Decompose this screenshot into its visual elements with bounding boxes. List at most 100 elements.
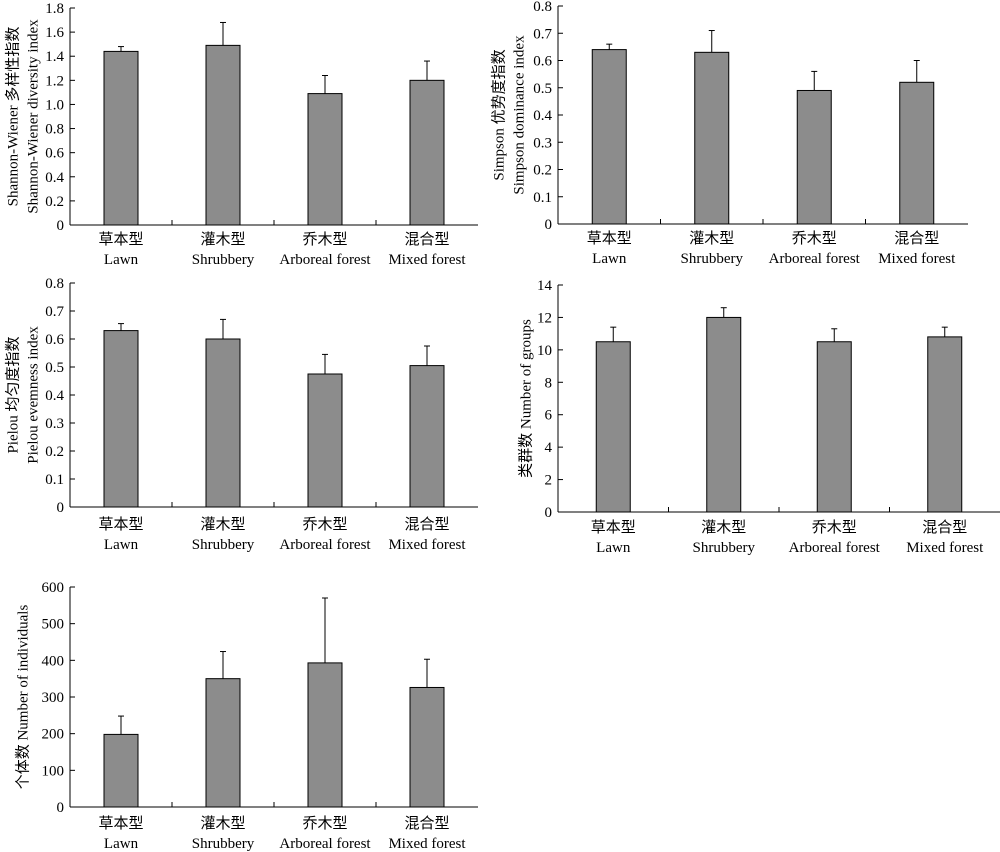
x-category-label: 草本型 <box>98 231 143 248</box>
y-tick-label: 10 <box>537 343 552 359</box>
bar <box>307 93 343 226</box>
x-category-label: Lawn <box>104 836 139 852</box>
x-category-label: 草本型 <box>98 815 143 832</box>
x-category-label: 混合型 <box>922 519 967 536</box>
y-tick-label: 0.3 <box>45 416 64 432</box>
x-category-label: Mixed forest <box>388 537 466 553</box>
x-category-label: Shrubbery <box>192 836 255 852</box>
y-tick-label: 0.8 <box>45 122 64 138</box>
y-tick-label: 0.1 <box>533 190 552 206</box>
bar <box>103 733 139 808</box>
y-tick-label: 0 <box>57 218 65 234</box>
y-tick-label: 0.1 <box>45 472 64 488</box>
bar <box>591 49 627 225</box>
y-tick-label: 400 <box>42 653 65 669</box>
x-category-label: 灌木型 <box>689 230 734 247</box>
x-category-label: 灌木型 <box>701 519 746 536</box>
chart-shannon-wiener: 0 0.2 0.4 0.6 0.8 1.0 1.2 1.4 1.6 1.8 草本型 Lawn 灌木型 Sh… <box>4 1 478 268</box>
y-tick-label: 1.6 <box>45 25 64 41</box>
bar <box>307 662 343 808</box>
x-category-label: 乔木型 <box>302 231 347 248</box>
x-category-label: Lawn <box>596 540 631 556</box>
x-category-label: 灌木型 <box>200 516 245 533</box>
y-tick-label: 12 <box>537 310 552 326</box>
y-tick-label: 0.3 <box>533 135 552 151</box>
y-tick-label: 0.5 <box>533 81 552 97</box>
y-tick-label: 4 <box>545 440 553 456</box>
y-tick-label: 1.0 <box>45 97 64 113</box>
y-axis-label: Shannon-Wiener 多样性指数 <box>4 27 21 207</box>
bar <box>706 316 742 513</box>
x-category-label: Shrubbery <box>192 537 255 553</box>
bar <box>694 51 730 225</box>
bar <box>205 338 241 508</box>
y-tick-label: 0.7 <box>533 26 552 42</box>
x-category-label: Shrubbery <box>693 540 756 556</box>
bar <box>409 686 445 808</box>
y-tick-label: 0 <box>545 505 553 521</box>
bar <box>307 373 343 508</box>
y-tick-label: 1.2 <box>45 73 64 89</box>
y-tick-label: 500 <box>42 617 65 633</box>
y-tick-label: 0.7 <box>45 304 64 320</box>
x-category-label: Mixed forest <box>388 836 466 852</box>
y-tick-label: 1.8 <box>45 1 64 17</box>
x-category-label: Lawn <box>104 537 139 553</box>
x-category-label: Lawn <box>104 252 139 268</box>
y-tick-label: 0 <box>545 217 553 233</box>
x-category-label: Mixed forest <box>388 252 466 268</box>
bar <box>927 336 963 513</box>
x-category-label: 灌木型 <box>200 815 245 832</box>
y-tick-label: 1.4 <box>45 49 64 65</box>
y-tick-label: 0.8 <box>45 276 64 292</box>
bar <box>409 365 445 508</box>
y-tick-label: 200 <box>42 727 65 743</box>
x-category-label: 灌木型 <box>200 231 245 248</box>
x-category-label: 混合型 <box>404 516 449 533</box>
y-tick-label: 14 <box>537 278 553 294</box>
bar <box>205 44 241 226</box>
bar <box>899 81 935 225</box>
x-category-label: 草本型 <box>591 519 636 536</box>
x-category-label: Shrubbery <box>681 251 744 267</box>
x-category-label: Lawn <box>592 251 627 267</box>
y-axis-label: Simpson 优势度指数 <box>490 49 507 180</box>
y-tick-label: 0.5 <box>45 360 64 376</box>
x-category-label: 乔木型 <box>812 519 857 536</box>
y-axis-label: 个体数 Number of individuals <box>14 605 31 790</box>
chart-number-of-individuals: 0 100 200 300 400 500 600 草本型 Lawn 灌木型 Shrubbery 乔木… <box>14 580 478 852</box>
y-axis-label: 类群数 Number of groups <box>517 319 534 478</box>
x-category-label: 混合型 <box>404 815 449 832</box>
y-axis-label: Pielou 均匀度指数 <box>4 336 21 453</box>
y-tick-label: 0 <box>57 500 65 516</box>
y-tick-label: 0 <box>57 800 65 816</box>
x-category-label: Shrubbery <box>192 252 255 268</box>
x-category-label: Arboreal forest <box>279 252 371 268</box>
y-tick-label: 0.2 <box>45 444 64 460</box>
bar <box>205 678 241 808</box>
y-tick-label: 0.4 <box>533 108 552 124</box>
x-category-label: 乔木型 <box>302 516 347 533</box>
y-tick-label: 0.8 <box>533 0 552 15</box>
x-category-label: 乔木型 <box>302 815 347 832</box>
bar <box>796 89 832 225</box>
x-category-label: Arboreal forest <box>279 537 371 553</box>
y-axis-label: Simpson dominance index <box>511 35 527 195</box>
bar <box>409 79 445 226</box>
y-tick-label: 0.6 <box>533 54 552 70</box>
y-tick-label: 300 <box>42 690 65 706</box>
x-category-label: Arboreal forest <box>769 251 861 267</box>
x-category-label: Mixed forest <box>878 251 956 267</box>
chart-number-of-groups: 0 2 4 6 8 10 12 14 草本型 Lawn 灌木型 Shrubbery 乔木型 Arborea… <box>517 278 1000 556</box>
bar <box>103 330 139 508</box>
x-category-label: 混合型 <box>894 230 939 247</box>
y-axis-label: Shannon-Wiener diversity index <box>25 19 41 214</box>
x-category-label: Mixed forest <box>906 540 984 556</box>
chart-pielou: 0 0.1 0.2 0.3 0.4 0.5 0.6 0.7 0.8 草本型 Lawn 灌木型 Shrub… <box>4 276 478 553</box>
bar <box>103 50 139 226</box>
y-tick-label: 0.6 <box>45 146 64 162</box>
y-tick-label: 100 <box>42 763 65 779</box>
bar <box>816 341 852 513</box>
y-tick-label: 0.2 <box>533 163 552 179</box>
bar <box>595 341 631 513</box>
